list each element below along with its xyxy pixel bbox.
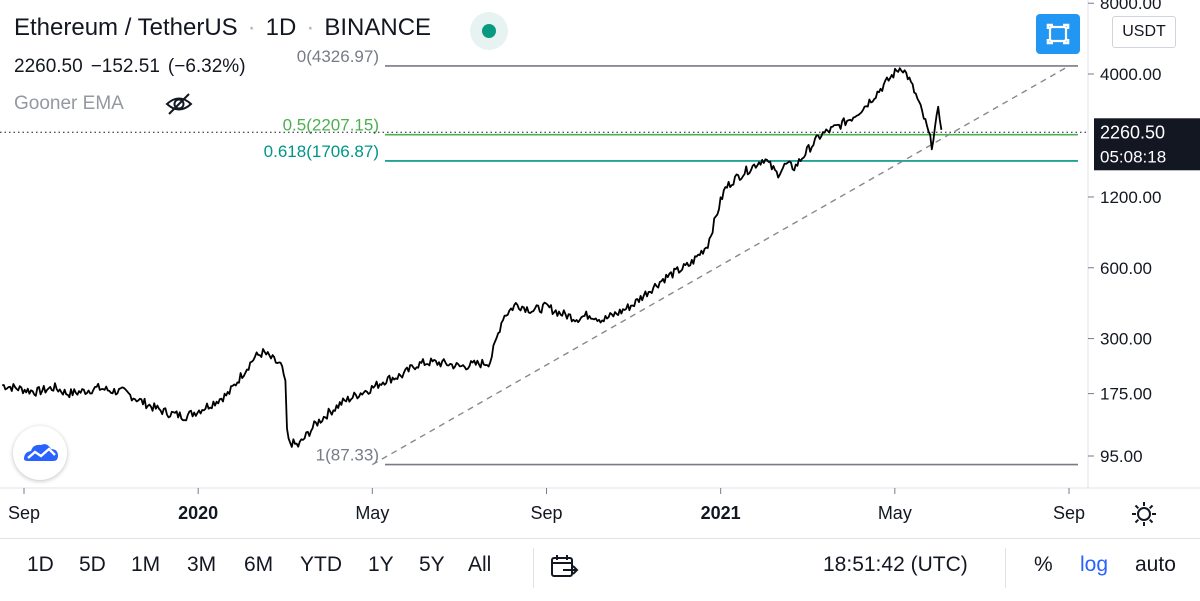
price-change-pct: (−6.32%) <box>167 56 246 77</box>
symbol-name: Ethereum / TetherUS <box>14 14 238 41</box>
calendar-goto-icon[interactable] <box>549 553 579 586</box>
tradingview-logo-button[interactable] <box>13 426 67 480</box>
fullscreen-icon <box>1046 23 1070 45</box>
price-tick-label: 1200.00 <box>1100 188 1161 207</box>
bottom-toolbar <box>0 538 1200 601</box>
price-tick-label: 8000.00 <box>1100 0 1161 13</box>
title-separator-2: · <box>306 14 315 41</box>
timeframe-1y[interactable]: 1Y <box>368 553 394 576</box>
bar-countdown-label: 05:08:18 <box>1100 147 1166 166</box>
fib-level-label: 1(87.33) <box>316 446 379 465</box>
log-scale-toggle[interactable]: log <box>1080 553 1109 576</box>
price-tick-label: 175.00 <box>1100 385 1152 404</box>
auto-scale-toggle[interactable]: auto <box>1135 553 1176 576</box>
exchange-label: BINANCE <box>324 14 432 41</box>
timeframe-5y[interactable]: 5Y <box>419 553 445 576</box>
time-axis: Sep 2020 May Sep 2021 May Sep <box>0 487 1200 523</box>
fib-level-label: 0.618(1706.87) <box>264 142 379 161</box>
price-tick-label: 600.00 <box>1100 259 1152 278</box>
price-tick-label: 300.00 <box>1100 330 1152 349</box>
indicator-name[interactable]: Gooner EMA <box>14 93 124 114</box>
eye-crossed-icon[interactable] <box>164 90 194 123</box>
toolbar-divider <box>533 548 534 588</box>
timeframe-6m[interactable]: 6M <box>244 553 274 576</box>
timeframe-5d[interactable]: 5D <box>79 553 106 576</box>
price-axis: 8000.00 4000.00 1200.00 600.00 300.00 175.00 9… <box>1087 0 1161 488</box>
title-separator: · <box>247 14 256 41</box>
price-tick-label: 4000.00 <box>1100 65 1161 84</box>
interval-label: 1D <box>265 14 297 41</box>
timeframe-3m[interactable]: 3M <box>187 553 217 576</box>
time-tick-label: 2020 <box>178 503 218 523</box>
dashed-trendline <box>371 65 1070 466</box>
tradingview-cloud-icon <box>24 444 58 461</box>
market-status-icon[interactable] <box>470 12 508 50</box>
time-tick-label: May <box>878 503 912 523</box>
time-tick-label: 2021 <box>701 503 741 523</box>
price-line <box>2 67 943 448</box>
timeframe-all[interactable]: All <box>468 553 492 576</box>
toolbar-divider-2 <box>1005 548 1006 588</box>
fibonacci-retracement: 0(4326.97) 0.5(2207.15) 0.618(1706.87) 1(87… <box>0 47 1088 466</box>
trendline <box>371 65 1070 466</box>
utc-clock[interactable]: 18:51:42 (UTC) <box>823 553 968 576</box>
time-tick-label: Sep <box>1053 503 1085 523</box>
gear-icon[interactable] <box>1130 500 1158 533</box>
time-tick-label: Sep <box>530 503 562 523</box>
currency-button[interactable]: USDT <box>1112 16 1176 48</box>
price-change: −152.51 <box>90 56 160 77</box>
last-price-box <box>1094 118 1200 171</box>
last-price: 2260.50 <box>14 56 83 77</box>
price-summary: 2260.50 −152.51 (−6.32%) <box>14 56 254 78</box>
timeframe-1d[interactable]: 1D <box>27 553 54 576</box>
price-chart[interactable]: 0(4326.97) 0.5(2207.15) 0.618(1706.87) 1(87… <box>0 0 1200 540</box>
time-tick-label: Sep <box>8 503 40 523</box>
percent-scale-toggle[interactable]: % <box>1034 553 1053 576</box>
symbol-title[interactable]: Ethereum / TetherUS · 1D · BINANCE <box>14 14 441 42</box>
timeframe-ytd[interactable]: YTD <box>300 553 342 576</box>
timeframe-1m[interactable]: 1M <box>131 553 161 576</box>
last-price-marker: 2260.50 05:08:18 <box>1094 118 1200 171</box>
fib-level-label: 0.5(2207.15) <box>283 116 379 135</box>
last-price-label: 2260.50 <box>1100 122 1165 142</box>
price-tick-label: 95.00 <box>1100 447 1143 466</box>
fib-level-label: 0(4326.97) <box>297 47 379 66</box>
time-tick-label: May <box>355 503 389 523</box>
price-series <box>2 67 943 448</box>
fullscreen-button[interactable] <box>1036 14 1080 54</box>
